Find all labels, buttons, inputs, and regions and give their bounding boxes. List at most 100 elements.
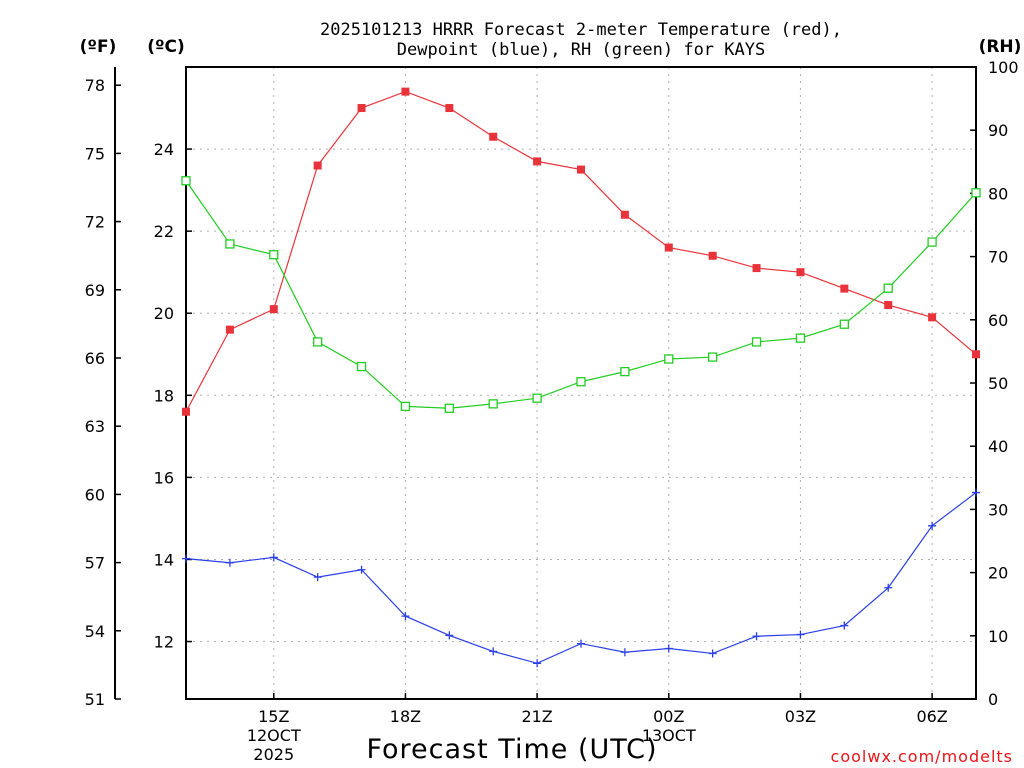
celsius-tick-label: 22 — [154, 222, 174, 241]
temperature-point — [884, 301, 893, 310]
celsius-tick-label: 16 — [154, 468, 174, 487]
celsius-tick-label: 18 — [154, 386, 174, 405]
rh-point — [225, 239, 235, 249]
dewpoint-point — [489, 647, 498, 656]
chart-title-line-1: 2025101213 HRRR Forecast 2-meter Tempera… — [320, 20, 842, 40]
dewpoint-point — [269, 553, 278, 562]
fahrenheit-tick-label: 78 — [85, 76, 105, 95]
fahrenheit-tick-label: 72 — [85, 213, 105, 232]
x-tick-label: 00Z — [653, 707, 684, 726]
temperature-line — [185, 90, 977, 413]
temperature-point — [928, 313, 937, 322]
credit-label: coolwx.com/modelts — [831, 747, 1013, 766]
x-axis-title: Forecast Time (UTC) — [366, 734, 657, 765]
temperature-point — [664, 243, 673, 252]
dewpoint-line — [185, 492, 977, 664]
dewpoint-point — [620, 648, 629, 657]
rh-tick-label: 90 — [988, 121, 1008, 140]
grid-lines — [186, 67, 976, 699]
dewpoint-point — [708, 649, 717, 658]
rh-point — [488, 399, 498, 409]
fahrenheit-tick-label: 69 — [85, 281, 105, 300]
celsius-tick-label: 24 — [154, 140, 174, 159]
temperature-point — [796, 268, 805, 277]
fahrenheit-tick-label: 60 — [85, 485, 105, 504]
rh-tick-label: 60 — [988, 311, 1008, 330]
rh-point — [313, 337, 323, 347]
rh-tick-label: 20 — [988, 564, 1008, 583]
celsius-tick-label: 12 — [154, 633, 174, 652]
celsius-unit-label: (ºC) — [147, 37, 185, 57]
dewpoint-point — [796, 630, 805, 639]
fahrenheit-tick-label: 51 — [85, 690, 105, 709]
fahrenheit-tick-label: 54 — [85, 622, 105, 641]
temperature-point — [577, 165, 585, 174]
rh-point — [708, 352, 718, 362]
temperature-point — [533, 157, 542, 166]
fahrenheit-tick-label: 57 — [85, 554, 105, 573]
temperature-point — [445, 104, 454, 113]
rh-point — [751, 337, 762, 347]
data-series — [181, 87, 981, 668]
dewpoint-point — [840, 621, 849, 630]
dewpoint-point — [182, 554, 190, 563]
x-tick-label: 03Z — [785, 707, 816, 726]
x-tick-label: 2025 — [253, 745, 294, 764]
rh-point — [620, 366, 630, 377]
rh-tick-label: 50 — [988, 374, 1008, 393]
dewpoint-point — [401, 612, 410, 621]
temperature-point — [752, 264, 761, 273]
rh-point — [400, 401, 411, 412]
rh-tick-label: 0 — [988, 690, 998, 709]
rh-tick-label: 100 — [988, 58, 1019, 77]
temperature-point — [225, 325, 234, 334]
rh-tick-label: 40 — [988, 437, 1008, 456]
celsius-tick-label: 14 — [154, 550, 174, 569]
dewpoint-point — [313, 573, 322, 582]
rh-tick-label: 30 — [988, 500, 1008, 519]
temperature-point — [269, 305, 278, 314]
dewpoint-point — [533, 659, 542, 668]
fahrenheit-tick-label: 75 — [85, 144, 105, 163]
rh-point — [839, 319, 849, 329]
temperature-point — [182, 407, 190, 416]
temperature-point — [357, 104, 366, 113]
temperature-point — [840, 284, 849, 293]
dewpoint-point — [972, 488, 980, 497]
rh-point — [795, 333, 806, 343]
rh-point — [883, 283, 893, 293]
temperature-point — [313, 161, 322, 170]
fahrenheit-tick-label: 63 — [85, 417, 105, 436]
temperature-point — [620, 210, 629, 219]
x-tick-label: 15Z — [258, 707, 289, 726]
rh-unit-label: (RH) — [979, 37, 1022, 57]
dewpoint-point — [577, 639, 585, 648]
dewpoint-point — [752, 632, 761, 641]
rh-line — [185, 180, 977, 409]
rh-tick-label: 80 — [988, 184, 1008, 203]
rh-point — [532, 393, 542, 403]
x-tick-label: 13OCT — [642, 726, 696, 745]
rh-point — [971, 188, 981, 198]
rh-point — [356, 361, 367, 372]
x-tick-label: 21Z — [521, 707, 552, 726]
rh-point — [181, 176, 191, 186]
chart-title-line-2: Dewpoint (blue), RH (green) for KAYS — [397, 40, 765, 60]
dewpoint-point — [445, 631, 454, 640]
fahrenheit-tick-label: 66 — [85, 349, 105, 368]
dewpoint-point — [928, 521, 937, 530]
rh-tick-label: 70 — [988, 248, 1008, 267]
celsius-tick-label: 20 — [154, 304, 174, 323]
rh-point — [664, 354, 674, 364]
rh-point — [269, 250, 279, 260]
dewpoint-point — [357, 565, 366, 574]
temperature-point — [401, 87, 410, 96]
rh-point — [576, 377, 586, 387]
dewpoint-point — [884, 583, 893, 592]
x-tick-label: 12OCT — [247, 726, 301, 745]
x-tick-label: 18Z — [390, 707, 421, 726]
rh-point — [927, 237, 937, 247]
axes: 12 14 16 18 20 22 24 51 54 57 60 63 66 69 72 75 78 0 10 20 3… — [85, 58, 1019, 764]
dewpoint-point — [225, 558, 234, 567]
